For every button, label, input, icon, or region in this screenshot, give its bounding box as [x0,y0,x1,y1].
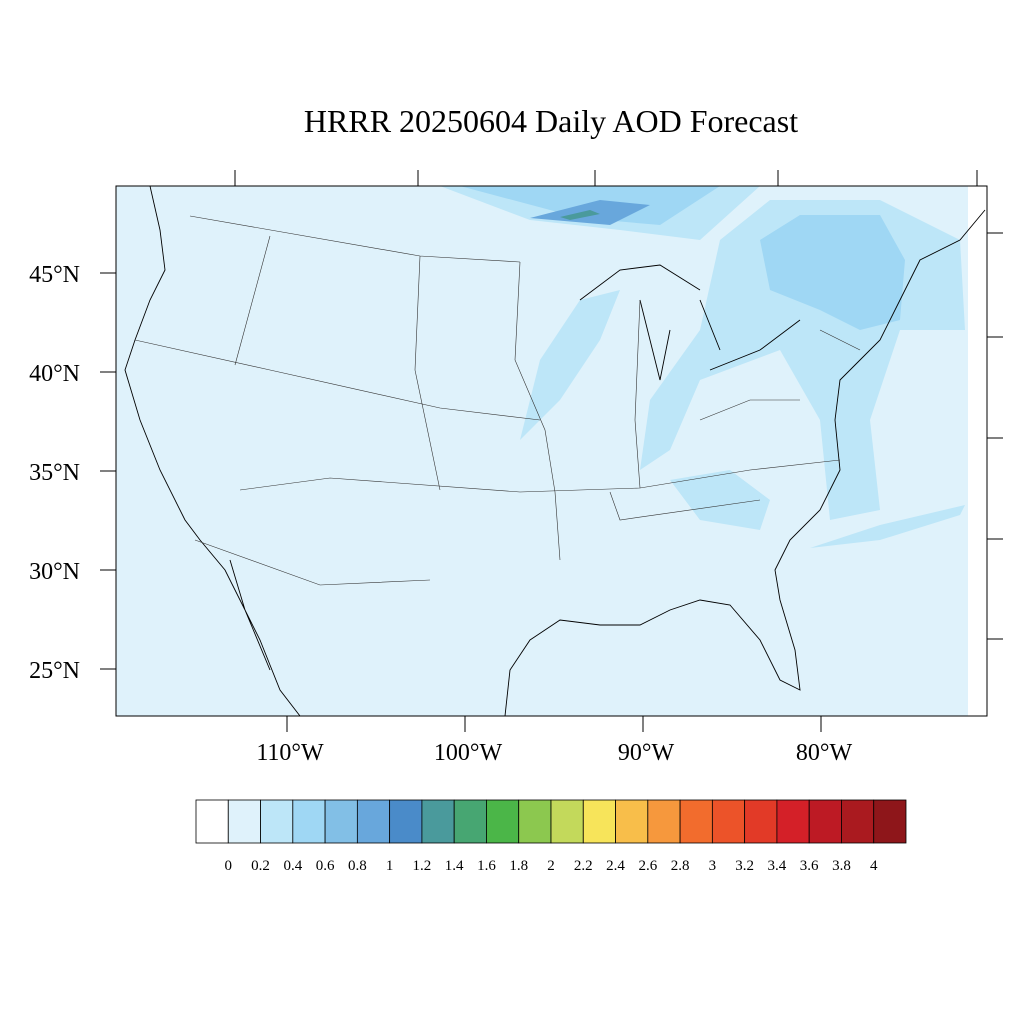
colorbar-label: 2.2 [574,858,593,874]
colorbar-box [841,799,875,844]
colorbar-label: 1.8 [509,858,528,874]
lon-label: 80°W [796,740,853,766]
colorbar-label: 0.8 [348,858,367,874]
colorbar-label: 0.4 [283,858,302,874]
colorbar-box [776,799,810,844]
no-data [968,186,987,716]
lat-label: 30°N [29,559,80,585]
great-lakes [579,264,801,381]
colorbar-label: 2.4 [606,858,625,874]
colorbar-box [744,799,778,844]
colorbar-label: 2.8 [671,858,690,874]
colorbar-label: 0 [225,858,233,874]
colorbar-label: 4 [870,858,878,874]
lon-label: 90°W [618,740,675,766]
colorbar-box [260,799,294,844]
colorbar-box [453,799,487,844]
colorbar-label: 3.2 [735,858,754,874]
lat-label: 40°N [29,361,80,387]
colorbar-label: 3.6 [800,858,819,874]
colorbar-label: 1 [386,858,394,874]
colorbar-box [679,799,713,844]
colorbar-box [711,799,746,844]
colorbar-box [518,799,552,844]
colorbar-box [324,799,358,844]
aod-max [560,210,600,220]
colorbar-label: 3 [709,858,717,874]
colorbar-box [808,799,842,844]
colorbar-box [389,799,423,844]
colorbar-box [647,799,681,844]
colorbar-label: 0.2 [251,858,270,874]
colorbar-box [550,799,584,844]
colorbar-box [486,799,520,844]
coastline [124,186,986,716]
colorbar-label: 2.6 [638,858,657,874]
colorbar-box [582,799,616,844]
state-borders [134,215,861,586]
colorbar-label: 1.4 [445,858,464,874]
colorbar-label: 3.8 [832,858,851,874]
colorbar-box [615,799,649,844]
colorbar-box [292,799,326,844]
lat-label: 45°N [29,262,80,288]
colorbar-label: 2 [547,858,555,874]
map-frame [115,185,988,717]
map [116,186,987,716]
lat-label: 25°N [29,658,80,684]
colorbar-box [356,799,391,844]
map-title: HRRR 20250604 Daily AOD Forecast [304,103,798,139]
lat-label: 35°N [29,460,80,486]
lon-label: 110°W [256,740,324,766]
colorbar-label: 1.6 [477,858,496,874]
colorbar-label: 1.2 [413,858,432,874]
colorbar-box [421,799,455,844]
colorbar-box [227,799,261,844]
colorbar-label: 0.6 [316,858,335,874]
colorbar-box [195,799,229,844]
colorbar-label: 3.4 [768,858,787,874]
lon-label: 100°W [434,740,503,766]
colorbar-box [873,799,907,844]
